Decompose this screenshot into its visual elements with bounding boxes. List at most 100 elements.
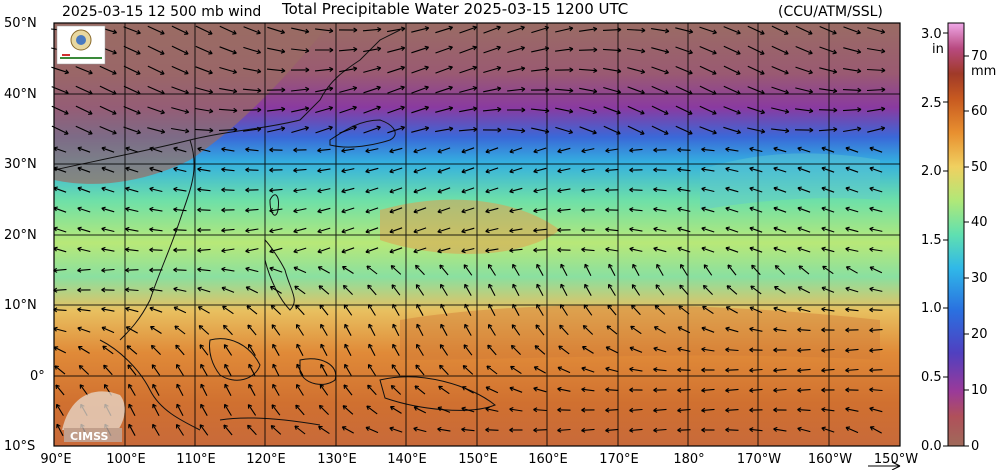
wind-vector-head (485, 208, 490, 214)
wind-vector-head (485, 188, 490, 194)
wind-vector-head (749, 427, 754, 433)
wind-vector-arrow-icon (368, 323, 376, 337)
wind-vector-head (472, 45, 477, 51)
wind-vector-arrow-icon (507, 26, 525, 34)
wind-vector-head (320, 363, 325, 369)
wind-vector-arrow-icon (269, 188, 283, 192)
wind-vector-head (328, 86, 334, 92)
wind-vector-head (270, 304, 276, 310)
wind-vector-head (533, 427, 538, 433)
ssec-lab-logo (56, 25, 106, 65)
wind-vector-arrow-icon (461, 227, 475, 233)
wind-vector-arrow-icon (77, 167, 91, 173)
wind-vector-arrow-icon (224, 383, 232, 397)
wind-vector-head (653, 167, 658, 173)
wind-vector-arrow-icon (723, 65, 741, 75)
wind-vector-head (221, 266, 226, 272)
wind-vector-head (125, 326, 131, 331)
wind-vector-arrow-icon (150, 326, 162, 334)
wind-vector-arrow-icon (435, 66, 453, 74)
wind-vector-head (365, 148, 370, 154)
wind-vector-head (510, 365, 515, 371)
wind-vector-arrow-icon (845, 248, 859, 252)
wind-vector-arrow-icon (725, 348, 739, 352)
wind-vector-arrow-icon (293, 208, 307, 212)
wind-vector-arrow-icon (200, 383, 208, 397)
wind-vector-arrow-icon (605, 389, 619, 391)
cb-mm-50: 50 (971, 160, 988, 175)
wind-vector-arrow-icon (53, 327, 67, 333)
wind-vector-head (389, 248, 394, 254)
wind-vector-arrow-icon (654, 326, 666, 334)
wind-vector-head (400, 26, 406, 32)
wind-vector-arrow-icon (55, 384, 65, 396)
wind-vector-head (329, 47, 334, 53)
wind-vector-arrow-icon (344, 343, 352, 357)
wind-vector-head (497, 127, 502, 133)
wind-vector-head (485, 168, 490, 174)
wind-vector-head (149, 186, 154, 192)
wind-vector-arrow-icon (223, 344, 233, 356)
wind-vector-arrow-icon (581, 188, 595, 192)
wind-vector-head (569, 67, 574, 73)
wind-vector-head (845, 266, 851, 271)
wind-vector-head (773, 407, 778, 413)
wind-vector-arrow-icon (581, 168, 595, 172)
wind-vector-arrow-icon (797, 368, 811, 372)
wind-vector-arrow-icon (315, 87, 333, 93)
wind-vector-head (353, 46, 358, 52)
wind-vector-head (509, 228, 514, 234)
wind-vector-arrow-icon (869, 147, 883, 153)
wind-vector-arrow-icon (821, 427, 835, 433)
wind-vector-arrow-icon (416, 344, 424, 356)
wind-vector-head (784, 89, 789, 95)
wind-vector-head (293, 147, 298, 153)
wind-vector-head (773, 186, 778, 192)
wind-vector-head (125, 267, 130, 273)
wind-vector-arrow-icon (723, 45, 741, 55)
wind-vector-arrow-icon (821, 247, 835, 253)
wind-vector-head (223, 424, 228, 429)
wind-vector-head (317, 168, 322, 174)
wind-vector-head (329, 28, 334, 34)
wind-vector-arrow-icon (627, 125, 645, 135)
wind-vector-arrow-icon (101, 167, 115, 173)
wind-vector-arrow-icon (200, 404, 208, 416)
wind-vector-arrow-icon (173, 208, 187, 212)
wind-vector-arrow-icon (437, 428, 451, 432)
wind-vector-arrow-icon (771, 107, 789, 113)
wind-vector-head (184, 50, 189, 55)
wind-vector-head (256, 29, 261, 35)
wind-vector-head (821, 146, 826, 152)
wind-vector-head (773, 426, 778, 432)
wind-vector-head (305, 86, 310, 92)
wind-vector-head (629, 346, 634, 352)
wind-vector-arrow-icon (461, 167, 475, 173)
wind-vector-arrow-icon (99, 125, 117, 135)
wind-vector-arrow-icon (677, 326, 691, 334)
wind-vector-arrow-icon (343, 384, 353, 396)
wind-vector-arrow-icon (149, 288, 163, 292)
wind-vector-head (869, 307, 874, 313)
wind-vector-head (342, 284, 348, 290)
wind-vector-head (736, 29, 741, 35)
wind-vector-arrow-icon (607, 304, 617, 316)
wind-vector-arrow-icon (701, 348, 715, 352)
wind-vector-arrow-icon (536, 304, 544, 316)
wind-vector-head (461, 248, 466, 254)
wind-vector-arrow-icon (819, 67, 837, 73)
wind-vector-arrow-icon (822, 265, 834, 275)
wind-vector-arrow-icon (869, 309, 883, 311)
wind-vector-arrow-icon (584, 263, 592, 277)
wind-vector-head (488, 303, 493, 309)
wind-vector-head (664, 89, 669, 95)
wind-vector-arrow-icon (171, 65, 189, 75)
wind-vector-arrow-icon (509, 167, 523, 173)
wind-vector-head (797, 226, 802, 232)
wind-vector-arrow-icon (99, 65, 117, 75)
wind-vector-arrow-icon (605, 346, 619, 354)
wind-vector-arrow-icon (411, 46, 429, 54)
wind-vector-head (112, 70, 117, 75)
wind-vector-head (607, 304, 612, 309)
wind-vector-head (272, 383, 277, 389)
